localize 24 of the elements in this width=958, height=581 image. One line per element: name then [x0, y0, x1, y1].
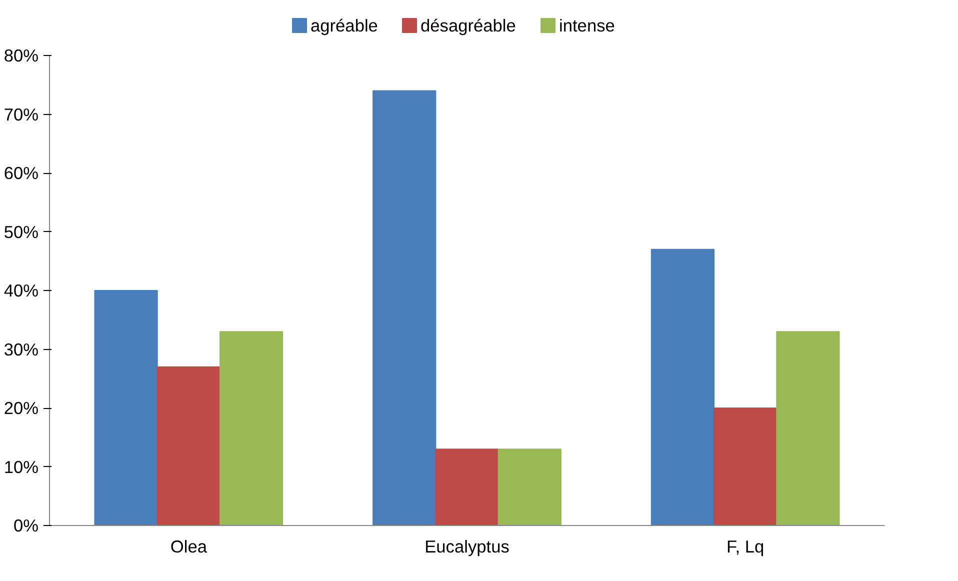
bar: [219, 331, 284, 526]
bar: [714, 408, 778, 526]
x-tick-label: F, Lq: [726, 536, 764, 556]
bar: [498, 448, 562, 526]
y-tick-label: 70%: [4, 104, 39, 124]
bar: [435, 448, 499, 526]
bar: [776, 331, 840, 526]
y-tick-label: 20%: [4, 398, 39, 418]
legend-label: désagréable: [420, 16, 516, 36]
bar: [156, 366, 220, 526]
x-tick-label: Eucalyptus: [424, 536, 510, 556]
x-tick-label: Olea: [170, 536, 208, 556]
y-tick-label: 0%: [13, 516, 38, 536]
y-tick-label: 80%: [4, 46, 39, 66]
y-tick-label: 30%: [4, 339, 39, 360]
y-tick-label: 10%: [4, 456, 39, 477]
bar: [372, 90, 436, 526]
bar: [94, 290, 158, 526]
y-tick-label: 60%: [4, 163, 39, 183]
bar: [650, 248, 715, 526]
y-tick-label: 50%: [4, 222, 39, 242]
legend-label: intense: [559, 16, 615, 36]
y-tick-label: 40%: [4, 280, 39, 300]
legend-label: agréable: [310, 16, 378, 36]
